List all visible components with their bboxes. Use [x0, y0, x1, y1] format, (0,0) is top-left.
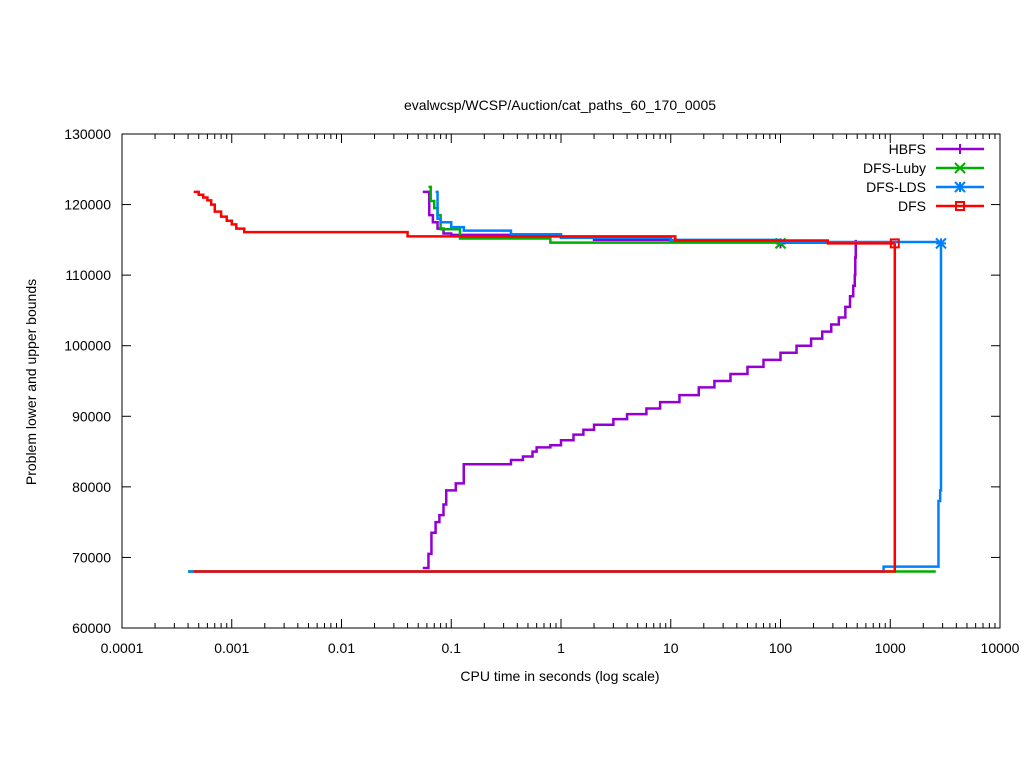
y-tick-label: 60000: [72, 620, 111, 636]
legend-item-dfs-luby: DFS-Luby: [863, 160, 984, 176]
x-tick-label: 1000: [875, 640, 906, 656]
y-tick-label: 100000: [64, 338, 111, 354]
y-tick-label: 80000: [72, 479, 111, 495]
x-tick-label: 0.1: [442, 640, 462, 656]
x-tick-label: 0.01: [328, 640, 355, 656]
axis-ticks: 0.0001 0.001 0.01 0.1 1 10 100 1000 10000 60000 70…: [64, 126, 1019, 656]
y-tick-label: 120000: [64, 197, 111, 213]
legend-marker: [954, 181, 966, 193]
x-axis-title: CPU time in seconds (log scale): [460, 668, 659, 684]
legend-label: DFS-Luby: [863, 160, 926, 176]
series-dfs-lower-line: [193, 243, 897, 573]
legend-item-hbfs: HBFS: [889, 141, 984, 157]
legend: HBFS DFS-Luby DFS-LDS DFS: [863, 141, 984, 214]
chart-title: evalwcsp/WCSP/Auction/cat_paths_60_170_0…: [404, 97, 716, 113]
x-tick-label: 100: [769, 640, 793, 656]
series-dfs-lds-lower-line: [188, 243, 943, 573]
y-tick-label: 130000: [64, 126, 111, 142]
legend-item-dfs-lds: DFS-LDS: [866, 179, 984, 195]
series-dfs-luby: [188, 185, 936, 573]
plot-area: [188, 185, 947, 573]
series-dfs: [193, 190, 900, 573]
x-tick-label: 0.0001: [101, 640, 144, 656]
x-tick-label: 10: [663, 640, 679, 656]
series-dfs-upper-line: [193, 190, 895, 245]
legend-marker: [954, 162, 966, 174]
series-hbfs-lower-line: [422, 239, 858, 570]
legend-label: DFS: [898, 198, 926, 214]
legend-marker: [955, 144, 965, 154]
y-tick-label: 70000: [72, 549, 111, 565]
y-tick-label: 110000: [65, 267, 111, 283]
x-tick-label: 0.001: [214, 640, 249, 656]
y-axis-title: Problem lower and upper bounds: [23, 279, 39, 485]
series-dfs-end-marker: [889, 238, 900, 249]
legend-label: HBFS: [889, 141, 926, 157]
x-tick-label: 1: [557, 640, 565, 656]
legend-label: DFS-LDS: [866, 179, 926, 195]
legend-item-dfs: DFS: [898, 198, 984, 214]
series-hbfs: [422, 190, 858, 570]
series-dfs-lds: [188, 190, 947, 573]
y-tick-label: 90000: [72, 408, 111, 424]
series-dfs-lds-end-marker: [935, 237, 947, 250]
x-tick-label: 10000: [981, 640, 1020, 656]
plot-frame: [121, 133, 1001, 629]
legend-marker: [955, 201, 965, 211]
